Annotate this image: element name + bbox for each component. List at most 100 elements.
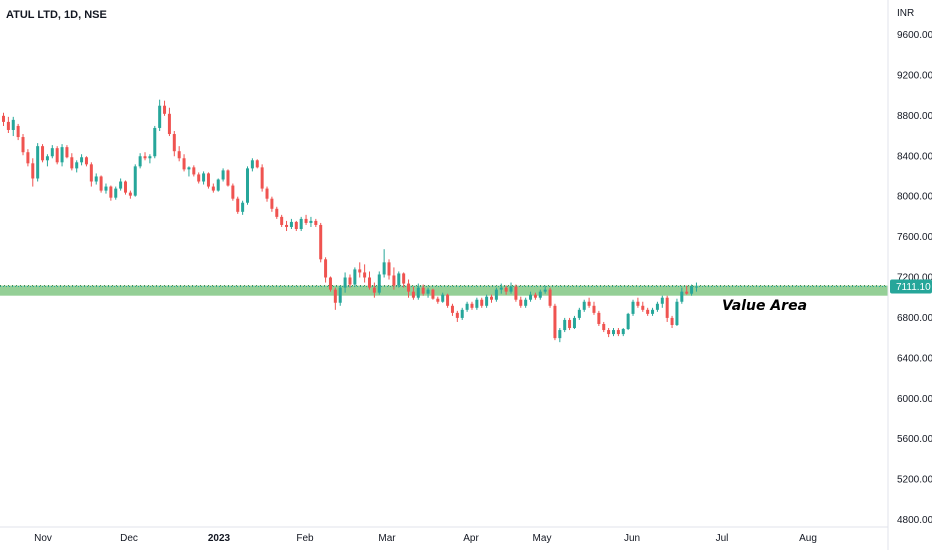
candle-body (431, 289, 435, 299)
candle (660, 295, 664, 308)
candle-body (16, 125, 20, 138)
candle (651, 307, 655, 316)
candle-body (60, 147, 64, 163)
candle (519, 296, 523, 308)
candle (11, 116, 15, 137)
candle (94, 173, 98, 185)
candle-body (50, 148, 54, 157)
candle-body (465, 303, 469, 310)
candle-body (690, 286, 694, 294)
candle (490, 294, 493, 303)
candle-body (45, 156, 49, 161)
candle (241, 200, 245, 215)
candle (694, 282, 698, 292)
candle (265, 186, 269, 202)
candle (80, 154, 84, 166)
candle (455, 310, 459, 322)
x-tick-label: Nov (34, 533, 52, 544)
candle-body (553, 305, 557, 339)
candle (289, 218, 293, 229)
candle (407, 279, 411, 298)
x-tick-label: Dec (120, 533, 138, 544)
candle (172, 130, 176, 157)
candle-body (411, 291, 415, 298)
y-tick-label: 6000.00 (897, 394, 932, 405)
candle (612, 328, 615, 337)
candle (690, 284, 694, 296)
candle (124, 180, 127, 195)
candle (485, 294, 489, 308)
candle (109, 185, 113, 201)
y-tick-label: 8800.00 (897, 111, 932, 122)
value-area-label: Value Area (722, 298, 807, 314)
candle-body (607, 330, 611, 335)
candle-body (216, 179, 220, 191)
candle (99, 175, 103, 193)
candle-body (41, 146, 45, 161)
candle (538, 289, 542, 300)
candle (475, 297, 479, 310)
candle-body (450, 305, 454, 313)
candle (665, 295, 669, 322)
candle (363, 264, 367, 283)
candle (368, 271, 371, 290)
candle (314, 218, 318, 227)
candle-body (646, 309, 650, 314)
candle-body (314, 220, 318, 225)
candle (504, 285, 508, 295)
candle-body (582, 301, 586, 310)
candle-body (124, 181, 127, 193)
candle-body (460, 309, 464, 318)
candle-body (543, 289, 547, 292)
candle (70, 153, 74, 171)
candle (104, 183, 108, 194)
candle-body (226, 170, 230, 186)
candle (543, 285, 547, 294)
candle-body (109, 186, 113, 198)
candle-body (626, 313, 630, 330)
candle-body (270, 198, 274, 209)
candle-body (304, 218, 308, 223)
candle-body (416, 287, 420, 298)
candle-body (294, 221, 298, 229)
x-tick-label: Jun (624, 533, 640, 544)
x-tick-label: Jul (716, 533, 729, 544)
candle (36, 143, 40, 182)
candle-body (260, 167, 264, 189)
candle-body (280, 216, 284, 225)
x-tick-label: Feb (296, 533, 314, 544)
candle-body (250, 160, 254, 169)
candle (358, 262, 362, 278)
candle (143, 152, 147, 161)
candle-body (163, 105, 167, 114)
candle (509, 282, 513, 294)
candle-body (328, 277, 332, 290)
candle (402, 272, 406, 288)
candle (55, 146, 59, 165)
candle (148, 154, 152, 164)
candle-body (11, 119, 15, 130)
candle (2, 112, 5, 126)
candle (675, 298, 679, 326)
candle (250, 158, 254, 172)
candle-body (21, 137, 25, 153)
candle (26, 149, 30, 167)
candle (568, 317, 572, 331)
candle-body (94, 176, 98, 182)
candle (426, 287, 430, 298)
candle (529, 291, 533, 302)
candle (494, 287, 498, 302)
candle-body (558, 330, 562, 339)
candle (558, 328, 562, 343)
candle-body (241, 202, 245, 212)
candle-body (333, 289, 337, 303)
candle (641, 301, 645, 312)
candle (236, 196, 240, 214)
candle (60, 144, 64, 167)
last-price-value: 7111.10 (896, 282, 931, 293)
candle-body (592, 305, 596, 313)
last-price-tag: 7111.10 (890, 279, 932, 294)
candle (626, 312, 630, 331)
candle-body (455, 312, 459, 318)
